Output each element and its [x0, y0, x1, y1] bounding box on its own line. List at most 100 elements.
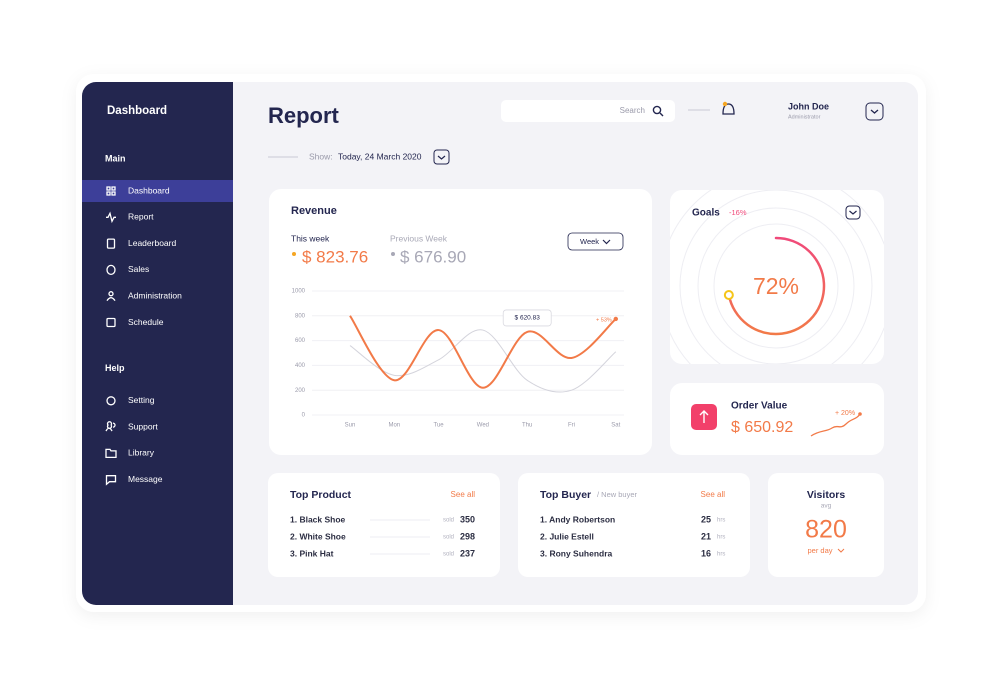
icon — [105, 448, 117, 459]
date-picker[interactable] — [433, 149, 450, 165]
menu-item[interactable]: Sales — [128, 264, 149, 274]
sidebar — [82, 82, 233, 605]
series-line — [349, 315, 617, 389]
top-buyer-card — [518, 473, 750, 577]
order-card — [670, 383, 884, 455]
x-tick-label: Wed — [477, 423, 489, 429]
y-tick-label: 600 — [295, 338, 306, 344]
row-unit: sold — [443, 552, 454, 558]
menu-item[interactable]: Setting — [128, 395, 155, 405]
user-name: John Doe — [788, 101, 829, 111]
menu-item[interactable]: Dashboard — [128, 185, 170, 195]
row-value: 237 — [460, 548, 475, 558]
tooltip-text: $ 620.83 — [515, 315, 541, 322]
x-tick-label: Sat — [611, 423, 620, 429]
search-placeholder: Search — [620, 106, 645, 115]
search-icon — [659, 112, 664, 117]
menu-heading: Main — [105, 153, 126, 163]
sidebar-title: Dashboard — [107, 105, 167, 117]
x-tick-label: Fri — [568, 423, 575, 429]
see-all[interactable]: See all — [451, 490, 476, 499]
chevron — [837, 548, 845, 553]
menu-item[interactable]: Message — [128, 474, 163, 484]
user-role: Administrator — [788, 114, 821, 120]
row-value: 298 — [460, 531, 475, 541]
row-value: 25 — [701, 514, 711, 524]
ring — [697, 207, 855, 364]
legend-label: This week — [291, 233, 330, 243]
icon — [106, 186, 116, 196]
card-title: Order Value — [731, 401, 788, 412]
menu-heading: Help — [105, 363, 125, 373]
row-value: 16 — [701, 548, 711, 558]
period-select[interactable] — [567, 232, 624, 251]
end-dot — [613, 316, 618, 322]
top-product-card — [268, 473, 500, 577]
y-tick-label: 1000 — [292, 289, 306, 295]
top-product-list: 1. Black Shoe 350 sold 2. White Shoe 298 sold… — [290, 514, 475, 558]
chevron — [870, 109, 879, 114]
menu-item[interactable]: Leaderboard — [128, 238, 176, 248]
x-tick-label: Mon — [388, 423, 400, 429]
see-all[interactable]: See all — [701, 490, 726, 499]
row-value: 350 — [460, 514, 475, 524]
goals-menu[interactable] — [845, 205, 861, 220]
row-name: 3. Rony Suhendra — [540, 548, 613, 558]
revenue-card — [269, 189, 652, 455]
row-unit: hrs — [717, 518, 725, 524]
menu-item[interactable]: Support — [128, 421, 158, 431]
sparkline — [810, 413, 861, 437]
y-tick-label: 400 — [295, 363, 306, 369]
row-name: 1. Andy Robertson — [540, 514, 615, 524]
tooltip — [502, 309, 552, 327]
rings — [670, 190, 884, 364]
x-tick-label: Thu — [522, 423, 532, 429]
card-title: Goals — [692, 208, 720, 219]
active-item — [82, 180, 233, 202]
visitors-period: per day — [807, 546, 832, 555]
card-subtitle: avg — [821, 503, 832, 510]
legend-dot — [391, 252, 395, 256]
search-box[interactable] — [501, 100, 675, 122]
sparkline-dot — [858, 412, 862, 416]
row-name: 2. White Shoe — [290, 531, 346, 541]
row-unit: hrs — [717, 552, 725, 558]
card-title: Revenue — [291, 205, 337, 217]
ring — [713, 223, 839, 349]
row-unit: hrs — [717, 535, 725, 541]
menu-item[interactable]: Report — [128, 212, 154, 222]
menu-item[interactable]: Schedule — [128, 317, 164, 327]
goal-value: 72% — [753, 273, 799, 299]
icon — [106, 291, 116, 302]
icon — [106, 238, 116, 249]
chevron — [602, 239, 611, 245]
y-tick-label: 200 — [295, 388, 306, 394]
card-title: Top Buyer — [540, 489, 591, 501]
card-title: Visitors — [807, 489, 845, 501]
x-tick-label: Tue — [434, 423, 445, 429]
row-unit: sold — [443, 535, 454, 541]
page-title: Report — [268, 103, 340, 128]
arrow-up — [699, 410, 709, 423]
legend-label: Previous Week — [390, 233, 448, 243]
x-tick-label: Sun — [345, 423, 356, 429]
notification-dot — [722, 101, 728, 107]
row-unit: sold — [443, 518, 454, 524]
y-tick-label: 0 — [302, 413, 306, 419]
menu-item[interactable]: Library — [128, 448, 155, 458]
row-name: 3. Pink Hat — [290, 548, 334, 558]
goals-card — [670, 190, 884, 364]
show-label: Show: — [309, 151, 333, 161]
visitors-card — [768, 473, 884, 577]
goals-change: -16% — [729, 208, 747, 217]
menu: Main Dashboard Report Leaderboard Sales Admin… — [82, 153, 233, 486]
chevron — [849, 210, 857, 215]
icon — [105, 421, 116, 432]
icon — [106, 396, 116, 406]
order-value: $ 650.92 — [731, 419, 793, 436]
user-menu[interactable] — [865, 102, 884, 121]
bell-icon[interactable] — [722, 103, 735, 115]
menu-item[interactable]: Administration — [128, 290, 182, 300]
